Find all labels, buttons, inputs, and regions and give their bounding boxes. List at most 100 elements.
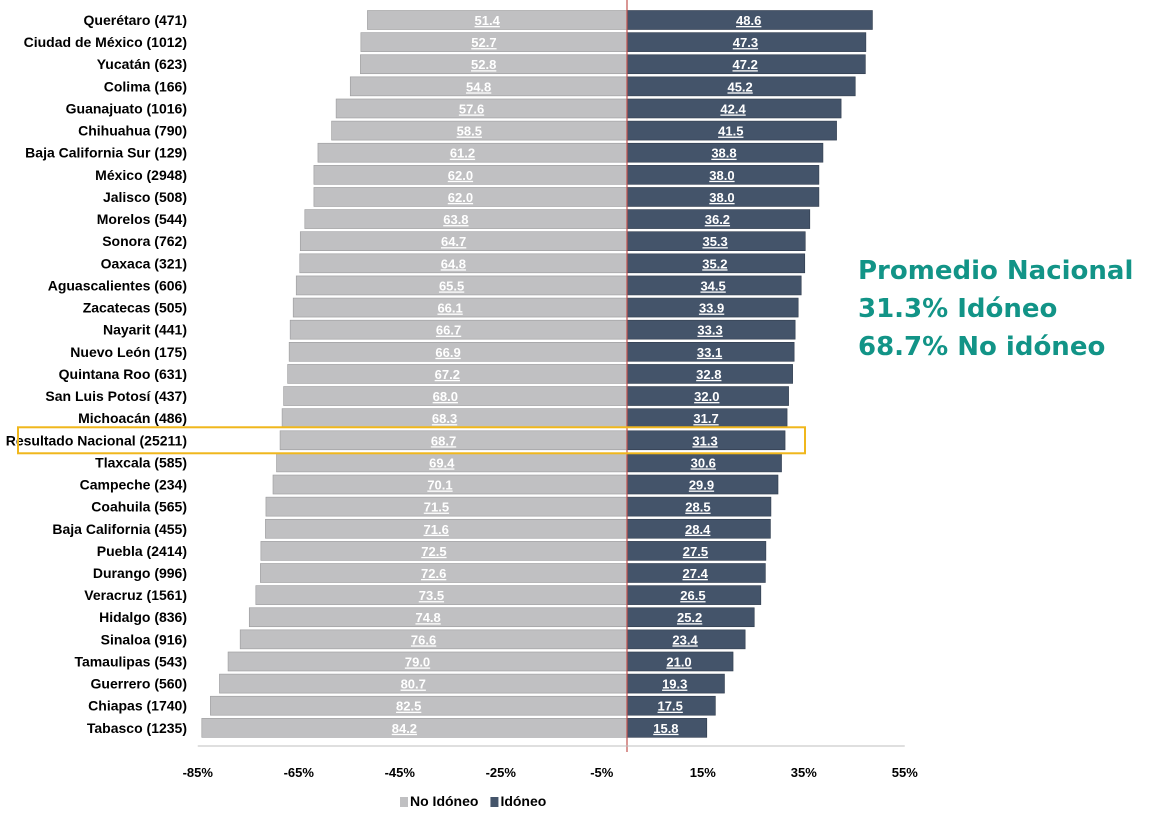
data-label-idoneo: 21.0: [666, 654, 691, 669]
category-label: Zacatecas (505): [83, 300, 187, 316]
data-label-no-idoneo: 72.6: [421, 566, 446, 581]
data-label-no-idoneo: 74.8: [415, 610, 440, 625]
data-label-no-idoneo: 52.7: [471, 35, 496, 50]
legend-label: No Idóneo: [410, 793, 478, 809]
data-label-idoneo: 32.8: [696, 367, 721, 382]
category-label: Nayarit (441): [103, 322, 187, 338]
data-label-no-idoneo: 58.5: [457, 124, 482, 139]
data-label-no-idoneo: 57.6: [459, 101, 484, 116]
series-no-idoneo: [201, 10, 628, 738]
x-tick-label: -25%: [486, 765, 517, 780]
category-label: Tlaxcala (585): [95, 454, 187, 470]
data-label-no-idoneo: 71.6: [424, 522, 449, 537]
data-label-idoneo: 48.6: [736, 13, 761, 28]
category-label: Jalisco (508): [103, 189, 187, 205]
data-label-no-idoneo: 67.2: [435, 367, 460, 382]
category-label: Puebla (2414): [97, 543, 187, 559]
category-label: Michoacán (486): [78, 410, 187, 426]
data-label-no-idoneo: 64.8: [441, 256, 466, 271]
data-label-idoneo: 47.2: [733, 57, 758, 72]
category-label: Tamaulipas (543): [74, 653, 187, 669]
category-label: Oaxaca (321): [101, 255, 187, 271]
data-label-idoneo: 38.8: [711, 146, 736, 161]
data-label-no-idoneo: 79.0: [405, 654, 430, 669]
category-label: Colima (166): [104, 78, 187, 94]
data-label-no-idoneo: 70.1: [427, 478, 452, 493]
category-label: Resultado Nacional (25211): [6, 432, 187, 448]
data-label-no-idoneo: 73.5: [419, 588, 444, 603]
data-label-idoneo: 38.0: [709, 168, 734, 183]
legend-label: Idóneo: [500, 793, 546, 809]
data-label-idoneo: 32.0: [694, 389, 719, 404]
category-label: Chihuahua (790): [78, 123, 187, 139]
category-label: Sinaloa (916): [101, 631, 187, 647]
series-idoneo: [626, 10, 873, 738]
data-label-idoneo: 30.6: [691, 455, 716, 470]
category-label: Aguascalientes (606): [48, 277, 187, 293]
data-label-no-idoneo: 68.3: [432, 411, 457, 426]
x-tick-label: -65%: [284, 765, 315, 780]
data-label-no-idoneo: 62.0: [448, 168, 473, 183]
data-label-no-idoneo: 71.5: [424, 500, 449, 515]
category-label: Baja California (455): [52, 521, 187, 537]
category-label: Durango (996): [93, 565, 187, 581]
data-label-no-idoneo: 52.8: [471, 57, 496, 72]
data-label-idoneo: 27.5: [683, 544, 708, 559]
national-average-annotation: Promedio Nacional 31.3% Idóneo 68.7% No …: [858, 252, 1133, 366]
x-tick-label: -45%: [385, 765, 416, 780]
data-label-idoneo: 38.0: [709, 190, 734, 205]
category-label: San Luis Potosí (437): [45, 388, 187, 404]
category-label: Coahuila (565): [91, 499, 187, 515]
legend-swatch: [400, 797, 408, 807]
data-label-idoneo: 25.2: [677, 610, 702, 625]
x-tick-label: -5%: [590, 765, 614, 780]
data-label-no-idoneo: 84.2: [392, 721, 417, 736]
data-labels: 51.4 48.6 52.7 47.3 52.8 47.2 54.8 45.2 57.6 42.4…: [392, 13, 762, 736]
x-tick-label: 35%: [791, 765, 817, 780]
data-label-idoneo: 41.5: [718, 124, 743, 139]
data-label-idoneo: 28.4: [685, 522, 711, 537]
data-label-no-idoneo: 82.5: [396, 699, 421, 714]
data-label-no-idoneo: 65.5: [439, 278, 464, 293]
category-label: México (2948): [95, 167, 187, 183]
data-label-idoneo: 19.3: [662, 677, 687, 692]
category-label: Hidalgo (836): [99, 609, 187, 625]
category-label: Baja California Sur (129): [25, 145, 187, 161]
category-label: Yucatán (623): [97, 56, 187, 72]
category-label: Veracruz (1561): [84, 587, 187, 603]
data-label-idoneo: 28.5: [685, 500, 710, 515]
data-label-no-idoneo: 76.6: [411, 632, 436, 647]
national-result-highlight-box: [17, 426, 806, 455]
x-tick-label: 15%: [690, 765, 716, 780]
data-label-idoneo: 33.3: [697, 323, 722, 338]
data-label-idoneo: 35.3: [702, 234, 727, 249]
annotation-line-1: Promedio Nacional: [858, 256, 1134, 286]
annotation-line-3: 68.7% No idóneo: [858, 332, 1106, 362]
x-axis: -85% -65% -45% -25% -5% 15% 35% 55%: [183, 0, 918, 780]
data-label-idoneo: 45.2: [727, 79, 752, 94]
category-labels: Querétaro (471) Ciudad de México (1012) Yu…: [6, 12, 187, 736]
annotation-line-2: 31.3% Idóneo: [858, 294, 1058, 324]
data-label-idoneo: 15.8: [653, 721, 678, 736]
category-label: Tabasco (1235): [87, 720, 187, 736]
data-label-idoneo: 47.3: [733, 35, 758, 50]
category-label: Nuevo León (175): [70, 344, 187, 360]
data-label-idoneo: 26.5: [680, 588, 705, 603]
data-label-no-idoneo: 66.7: [436, 323, 461, 338]
data-label-idoneo: 34.5: [700, 278, 725, 293]
category-label: Ciudad de México (1012): [24, 34, 187, 50]
data-label-no-idoneo: 68.0: [433, 389, 458, 404]
data-label-idoneo: 35.2: [702, 256, 727, 271]
data-label-no-idoneo: 62.0: [448, 190, 473, 205]
data-label-no-idoneo: 63.8: [443, 212, 468, 227]
data-label-no-idoneo: 51.4: [475, 13, 501, 28]
data-label-idoneo: 36.2: [705, 212, 730, 227]
data-label-idoneo: 31.3: [692, 433, 717, 448]
data-label-idoneo: 31.7: [693, 411, 718, 426]
data-label-no-idoneo: 66.9: [435, 345, 460, 360]
category-label: Chiapas (1740): [88, 698, 187, 714]
category-label: Campeche (234): [80, 477, 187, 493]
data-label-idoneo: 33.9: [699, 301, 724, 316]
data-label-idoneo: 33.1: [697, 345, 722, 360]
